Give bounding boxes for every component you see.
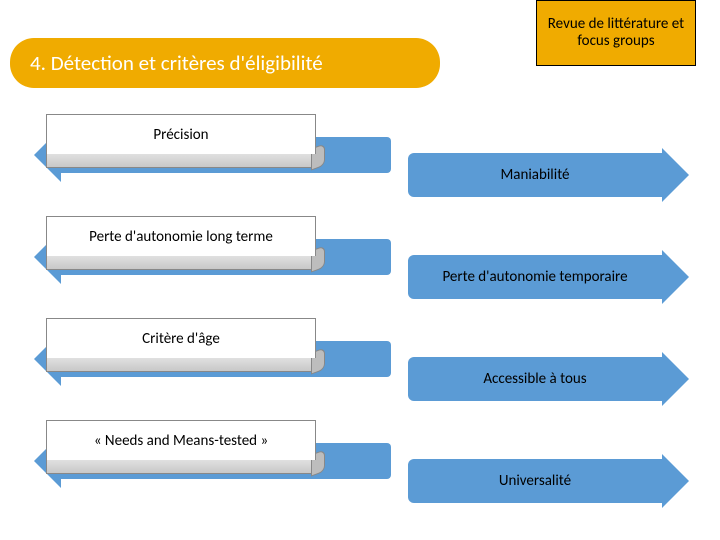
section-title-text: 4. Détection et critères d'éligibilité <box>30 50 323 76</box>
left-label-fold-icon <box>46 358 316 372</box>
arrow-right-icon <box>662 454 689 508</box>
criteria-pair: Critère d'âgeAccessible à tous <box>0 332 720 420</box>
left-label-fold-icon <box>46 256 316 270</box>
left-label-fold-icon <box>46 154 316 168</box>
right-label: Perte d'autonomie temporaire <box>408 255 662 299</box>
arrow-right-icon <box>662 352 689 406</box>
right-label: Maniabilité <box>408 153 662 197</box>
right-arrow: Accessible à tous <box>408 352 689 406</box>
criteria-pair: Perte d'autonomie long termePerte d'auto… <box>0 230 720 318</box>
left-label: Perte d'autonomie long terme <box>46 216 316 256</box>
criteria-rows: PrécisionManiabilitéPerte d'autonomie lo… <box>0 128 720 536</box>
section-title-bar: 4. Détection et critères d'éligibilité <box>10 38 440 88</box>
right-arrow: Maniabilité <box>408 148 689 202</box>
right-label: Universalité <box>408 459 662 503</box>
arrow-right-icon <box>662 250 689 304</box>
left-label: Précision <box>46 114 316 154</box>
left-label: « Needs and Means-tested » <box>46 420 316 460</box>
arrow-right-icon <box>662 148 689 202</box>
criteria-pair: « Needs and Means-tested »Universalité <box>0 434 720 522</box>
right-label: Accessible à tous <box>408 357 662 401</box>
context-tag: Revue de littérature et focus groups <box>536 0 696 66</box>
left-label: Critère d'âge <box>46 318 316 358</box>
left-label-fold-icon <box>46 460 316 474</box>
right-arrow: Perte d'autonomie temporaire <box>408 250 689 304</box>
criteria-pair: PrécisionManiabilité <box>0 128 720 216</box>
right-arrow: Universalité <box>408 454 689 508</box>
